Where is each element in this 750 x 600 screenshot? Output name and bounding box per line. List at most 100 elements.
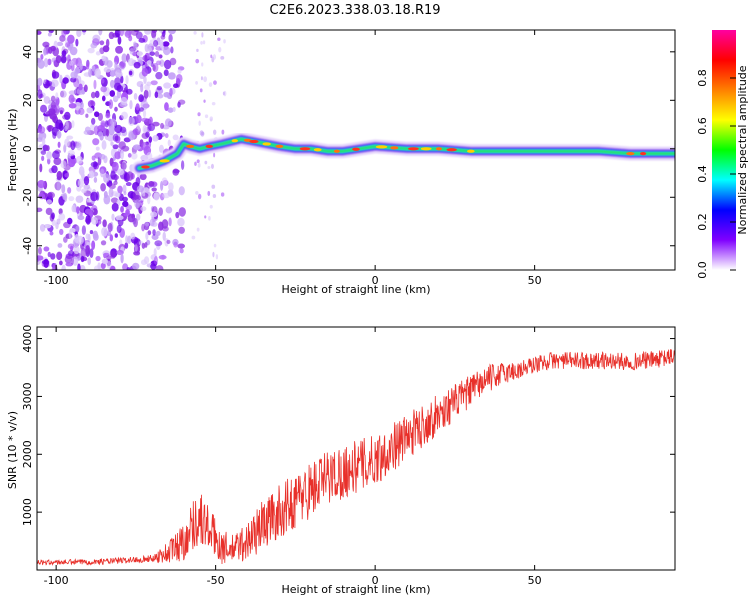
noise-blob [135, 103, 140, 111]
noise-blob [129, 164, 133, 173]
noise-blob [120, 206, 124, 213]
noise-blob [217, 37, 221, 41]
noise-blob [107, 222, 113, 233]
noise-blob [179, 248, 184, 254]
noise-blob [162, 231, 166, 241]
noise-blob [111, 213, 115, 221]
noise-blob [49, 231, 54, 236]
colorbar-gradient [712, 30, 736, 270]
signal-peak [249, 139, 259, 144]
noise-blob [116, 168, 125, 176]
noise-blob [115, 215, 124, 221]
noise-blob [144, 43, 149, 53]
noise-blob [109, 234, 114, 242]
noise-blob [120, 75, 124, 84]
noise-blob [213, 243, 217, 248]
snr-y-ticks: 1000 2000 3000 4000 [21, 325, 675, 526]
noise-blob [83, 84, 88, 93]
noise-blob [45, 80, 53, 87]
noise-blob [51, 165, 58, 174]
noise-blob [66, 135, 74, 140]
noise-blob [109, 79, 115, 89]
noise-blob [101, 226, 108, 237]
noise-blob [37, 57, 42, 64]
noise-blob [95, 51, 101, 56]
noise-blob [149, 218, 155, 227]
noise-blob [148, 89, 152, 98]
noise-blob [211, 101, 216, 106]
noise-blob [94, 90, 100, 99]
noise-blob [68, 90, 76, 95]
noise-blob [178, 226, 185, 234]
snr-y-tick-label: 3000 [21, 382, 34, 410]
noise-blob [147, 195, 151, 205]
noise-blob [52, 150, 60, 160]
noise-blob [141, 117, 149, 123]
noise-blob [138, 94, 144, 103]
noise-blob [76, 206, 80, 214]
noise-blob [221, 129, 225, 135]
noise-blob [122, 184, 127, 194]
noise-blob [207, 166, 211, 170]
noise-blob [91, 117, 96, 125]
signal-peak [640, 152, 647, 156]
noise-blob [210, 54, 213, 59]
noise-blob [209, 118, 213, 122]
noise-blob [158, 254, 167, 260]
colorbar-tick-label: 0.2 [696, 213, 709, 231]
noise-blob [133, 61, 141, 69]
noise-blob [100, 85, 107, 93]
noise-blob [88, 170, 95, 179]
noise-blob [97, 262, 101, 270]
noise-blob [117, 185, 123, 194]
noise-blob [84, 126, 91, 133]
noise-blob [168, 217, 172, 227]
noise-blob [59, 110, 63, 115]
noise-blob [58, 208, 63, 215]
noise-blob [112, 144, 119, 150]
noise-blob [207, 190, 211, 197]
signal-peak [333, 149, 340, 153]
noise-blob [56, 251, 63, 261]
noise-blob [209, 204, 213, 209]
noise-blob [160, 122, 165, 129]
noise-blob [148, 116, 153, 125]
noise-blob [197, 193, 202, 200]
noise-blob [169, 57, 177, 66]
noise-blob [168, 182, 174, 192]
noise-blob [94, 111, 100, 118]
noise-blob [91, 155, 96, 161]
noise-blob [79, 265, 86, 270]
noise-blob [60, 160, 67, 169]
noise-blob [87, 257, 92, 266]
noise-blob [94, 68, 101, 78]
noise-blob [121, 53, 127, 63]
noise-blob [67, 46, 72, 51]
noise-blob [109, 90, 116, 97]
noise-blob [218, 46, 222, 53]
noise-blob [166, 239, 171, 245]
noise-blob [223, 39, 226, 44]
noise-blob [37, 255, 44, 261]
noise-blob [68, 158, 76, 168]
noise-blob [85, 214, 91, 225]
noise-blob [78, 107, 85, 116]
noise-blob [177, 69, 182, 74]
noise-blob [164, 102, 169, 111]
signal-peak [275, 144, 284, 148]
noise-blob [102, 45, 110, 53]
noise-blob [133, 92, 138, 100]
noise-blob [123, 137, 131, 143]
noise-blob [120, 96, 128, 106]
noise-blob [128, 70, 133, 76]
noise-blob [150, 263, 157, 270]
noise-blob [132, 128, 139, 136]
noise-blob [144, 54, 148, 63]
noise-blob [154, 51, 160, 57]
noise-blob [89, 230, 94, 235]
colorbar-tick-label: 0.4 [696, 165, 709, 183]
noise-blob [108, 187, 114, 198]
noise-blob [71, 97, 77, 102]
noise-blob [43, 96, 51, 104]
noise-blob [46, 199, 53, 205]
